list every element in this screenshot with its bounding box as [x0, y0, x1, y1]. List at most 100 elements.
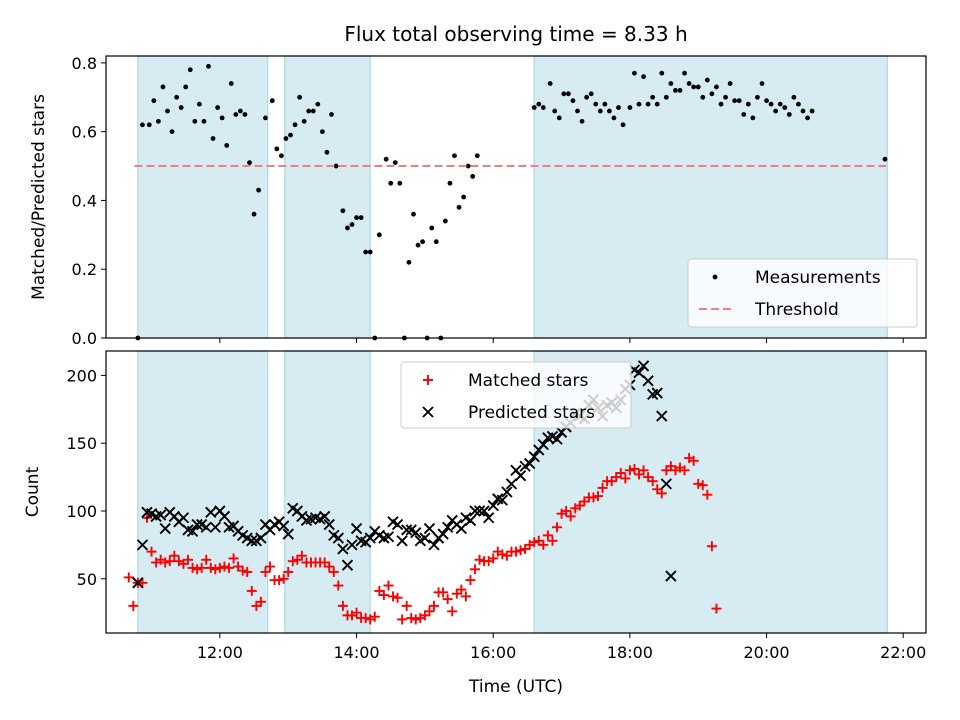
predicted-stars-point-b — [205, 506, 217, 519]
count-panel-legend-box — [400, 361, 632, 429]
matched-stars-point — [702, 489, 713, 500]
measurements-point — [465, 163, 471, 169]
predicted-stars-point-b — [373, 529, 386, 542]
matched-stars-point — [424, 606, 435, 617]
predicted-stars-point-b — [464, 514, 477, 527]
count-panel-frame — [105, 350, 927, 634]
predicted-stars-point — [428, 539, 440, 551]
matched-stars-point — [201, 554, 212, 565]
measurements-point — [531, 105, 537, 110]
matched-stars-point — [542, 530, 553, 541]
measurements-point — [588, 91, 594, 97]
measurements-point — [452, 153, 457, 159]
predicted-stars-point-b — [487, 499, 499, 512]
count-panel-y-tick-label: 50 — [77, 570, 97, 589]
measurements-point — [791, 94, 797, 100]
matched-stars-point — [465, 575, 476, 586]
chart-title: Flux total observing time = 8.33 h — [344, 22, 687, 46]
matched-stars-point — [547, 535, 558, 546]
predicted-stars-point — [159, 522, 171, 535]
measurements-point — [611, 115, 617, 121]
matched-stars-point — [287, 556, 298, 567]
ratio-panel-legend-label: Threshold — [754, 300, 839, 320]
count-panel-legend-marker-b — [422, 406, 434, 418]
measurements-point — [764, 98, 769, 104]
measurements-point — [470, 173, 476, 179]
predicted-stars-point-b — [537, 438, 550, 451]
predicted-stars-point — [396, 535, 408, 547]
matched-stars-point — [515, 545, 526, 556]
measurements-point — [456, 204, 462, 210]
matched-stars-point — [383, 580, 394, 591]
measurements-point — [536, 101, 542, 107]
predicted-stars-point — [501, 486, 513, 498]
measurements-point — [201, 118, 207, 124]
measurements-point — [602, 101, 608, 107]
measurements-point — [397, 180, 403, 186]
count-panel-shaded-interval — [137, 350, 269, 634]
matched-stars-point — [442, 594, 453, 605]
measurements-point — [461, 194, 467, 200]
predicted-stars-point-b — [200, 521, 212, 533]
matched-stars-point — [337, 600, 348, 611]
matched-stars-point — [401, 600, 412, 611]
predicted-stars-point — [218, 510, 231, 523]
matched-stars-point — [219, 561, 230, 572]
matched-stars-point — [629, 463, 640, 474]
measurements-point — [447, 180, 453, 186]
predicted-stars-point — [191, 518, 203, 531]
matched-stars-point — [255, 596, 266, 607]
predicted-stars-point-b — [191, 518, 203, 531]
predicted-stars-point-b — [455, 522, 468, 535]
predicted-stars-point — [441, 521, 454, 533]
ratio-panel-y-tick-label: 0.8 — [72, 54, 97, 73]
predicted-stars-point — [473, 505, 486, 517]
measurements-point — [782, 105, 788, 110]
matched-stars-point — [638, 465, 649, 476]
measurements-point — [333, 163, 339, 169]
matched-stars-point — [196, 562, 207, 573]
matched-stars-point — [160, 557, 171, 568]
matched-stars-point — [410, 614, 421, 625]
measurements-point — [723, 94, 728, 100]
predicted-stars-point — [656, 410, 668, 422]
measurements-point — [773, 108, 779, 114]
ratio-panel: 0.00.20.40.60.8 Matched/Predicted stars … — [29, 54, 927, 348]
measurements-point — [183, 84, 189, 90]
measurements-point — [196, 101, 202, 107]
measurements-point — [673, 87, 678, 93]
x-axis-label: Time (UTC) — [468, 677, 563, 697]
predicted-stars-point — [464, 514, 477, 527]
matched-stars-point — [679, 465, 690, 476]
predicted-stars-point — [423, 522, 436, 535]
predicted-stars-point — [255, 532, 267, 544]
measurements-point — [882, 156, 888, 162]
x-tick-label: 14:00 — [334, 643, 380, 662]
measurements-point — [800, 108, 806, 114]
predicted-stars-point — [505, 478, 518, 490]
predicted-stars-point — [209, 521, 222, 533]
measurements-point — [263, 115, 268, 121]
predicted-stars-point-b — [656, 410, 668, 422]
matched-stars-point — [456, 584, 467, 595]
matched-stars-point — [210, 564, 221, 575]
count-panel-ylabel: Count — [23, 466, 43, 517]
measurements-point — [682, 70, 687, 76]
matched-stars-point — [388, 591, 398, 602]
count-panel-shaded-interval — [284, 350, 371, 634]
predicted-stars-point-b — [546, 430, 559, 443]
measurements-point — [151, 98, 157, 104]
count-panel-y-tick-label: 150 — [66, 434, 97, 453]
predicted-stars-point-b — [328, 529, 340, 542]
matched-stars-point — [438, 587, 449, 598]
predicted-stars-point-b — [364, 532, 376, 544]
count-panel-y-tick-label: 100 — [66, 502, 97, 521]
measurements-point — [632, 70, 637, 76]
predicted-stars-point-b — [246, 535, 258, 547]
measurements-point — [420, 239, 426, 245]
measurements-point — [727, 81, 733, 86]
measurements-point — [192, 118, 198, 124]
predicted-stars-point-b — [177, 512, 190, 524]
predicted-stars-point — [346, 539, 358, 551]
predicted-stars-point-b — [287, 502, 299, 514]
